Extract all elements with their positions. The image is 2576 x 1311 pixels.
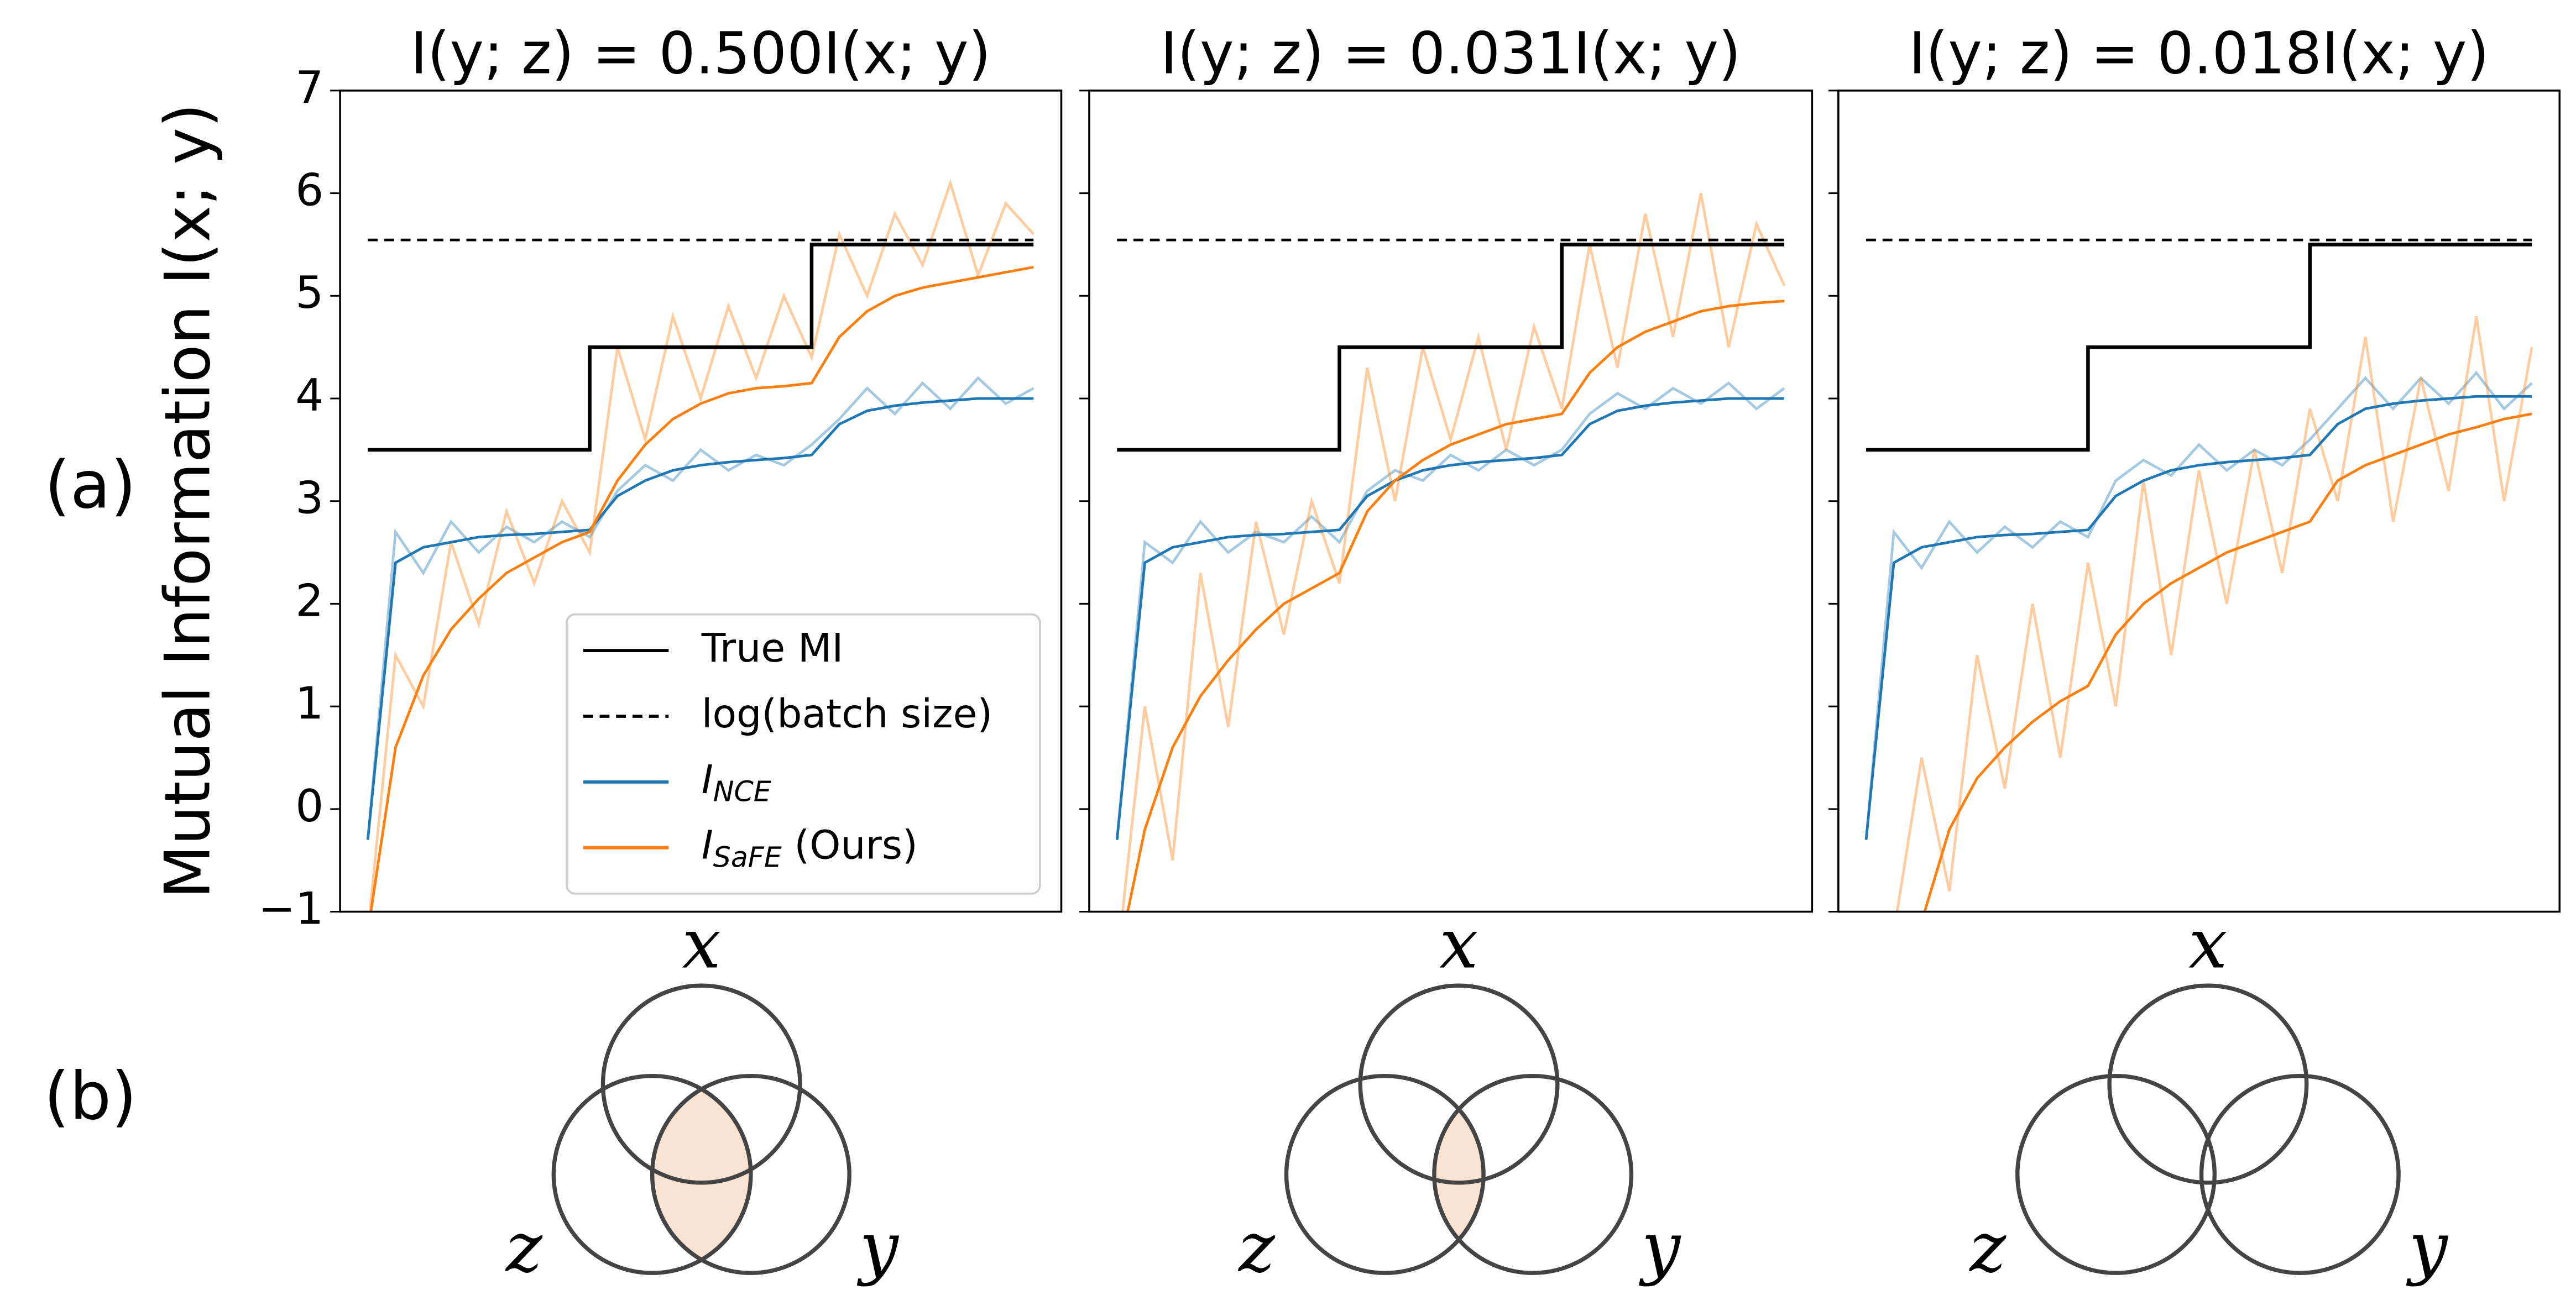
legend-name: I bbox=[702, 756, 713, 802]
venn-label: z bbox=[505, 1208, 543, 1288]
venn-circle bbox=[2015, 1073, 2217, 1275]
venn-label: y bbox=[856, 1208, 899, 1288]
line bbox=[1866, 243, 2532, 452]
panel-label: (a) bbox=[45, 448, 137, 524]
y-tick-label: 1 bbox=[295, 678, 323, 729]
venn-circle bbox=[600, 983, 802, 1185]
venn-circle bbox=[551, 1073, 753, 1275]
venn-label: y bbox=[1639, 1208, 1681, 1288]
axes-frame bbox=[339, 90, 1063, 913]
y-tick-label: 6 bbox=[295, 165, 323, 216]
raw-line bbox=[1115, 381, 1785, 840]
raw-line bbox=[366, 376, 1034, 840]
legend-name: I bbox=[702, 822, 713, 868]
axes-frame bbox=[1837, 90, 2561, 913]
line bbox=[1117, 243, 1785, 452]
chart-title: I(y; z) = 0.018I(x; y) bbox=[1909, 20, 2489, 87]
raw-line bbox=[1895, 316, 2533, 912]
legend-label: True MI bbox=[701, 625, 844, 671]
chart-title: I(y; z) = 0.500I(x; y) bbox=[410, 20, 991, 87]
raw-line bbox=[1864, 370, 2533, 840]
y-tick-label: 2 bbox=[295, 575, 323, 626]
y-tick-label: 3 bbox=[295, 473, 323, 524]
venn-label: z bbox=[1968, 1208, 2007, 1288]
y-tick-label: 7 bbox=[295, 62, 323, 113]
plot-area bbox=[1864, 238, 2533, 912]
venn-circle bbox=[650, 1073, 851, 1275]
axes-frame bbox=[1088, 90, 1814, 913]
y-tick-label: 0 bbox=[295, 780, 323, 832]
venn-label: x bbox=[682, 904, 721, 984]
raw-line bbox=[1121, 193, 1786, 912]
line bbox=[366, 397, 1034, 840]
venn-circle bbox=[1358, 983, 1560, 1185]
venn-overlap bbox=[1434, 1109, 1484, 1240]
y-tick-label: 5 bbox=[295, 267, 323, 318]
legend-box bbox=[566, 613, 1041, 895]
legend-name: log(batch size) bbox=[702, 690, 993, 736]
y-tick-label: 4 bbox=[295, 370, 323, 421]
venn-label: y bbox=[2406, 1208, 2448, 1288]
plot-area bbox=[366, 179, 1035, 912]
venn-circle bbox=[2107, 983, 2309, 1185]
legend-sub: SaFE bbox=[713, 841, 782, 873]
plot-area bbox=[1115, 193, 1786, 912]
y-tick-label: −1 bbox=[258, 883, 323, 934]
venn-circle bbox=[2199, 1073, 2401, 1275]
line bbox=[368, 243, 1034, 452]
panel-label: (b) bbox=[44, 1058, 137, 1135]
legend-sub: NCE bbox=[713, 775, 771, 807]
venn-circle bbox=[1432, 1073, 1634, 1275]
venn-label: x bbox=[2188, 904, 2227, 984]
line bbox=[1115, 397, 1785, 840]
chart-title: I(y; z) = 0.031I(x; y) bbox=[1161, 20, 1741, 87]
line bbox=[1923, 412, 2532, 912]
line bbox=[1864, 395, 2532, 840]
legend-label: log(batch size) bbox=[702, 690, 993, 736]
legend-suffix: (Ours) bbox=[782, 822, 918, 868]
venn-label: x bbox=[1439, 904, 1478, 984]
venn-label: z bbox=[1237, 1208, 1276, 1288]
legend-name: True MI bbox=[701, 625, 844, 671]
raw-line bbox=[368, 179, 1035, 912]
legend-label: INCE bbox=[702, 756, 771, 807]
legend-label: ISaFE (Ours) bbox=[702, 822, 918, 873]
venn-circle bbox=[1284, 1073, 1486, 1275]
venn-overlap bbox=[652, 1089, 751, 1260]
line bbox=[1126, 300, 1785, 912]
y-axis-label: Mutual Information I(x; y) bbox=[151, 103, 224, 899]
line bbox=[369, 265, 1034, 912]
